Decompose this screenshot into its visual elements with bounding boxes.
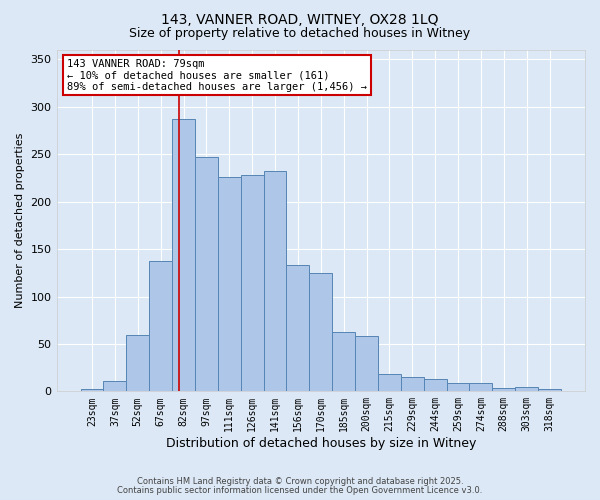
Bar xyxy=(241,175,263,392)
Bar xyxy=(378,374,401,392)
Bar xyxy=(355,336,378,392)
Bar xyxy=(424,379,446,392)
Bar xyxy=(493,388,515,392)
Bar xyxy=(172,119,195,392)
Bar xyxy=(80,390,103,392)
Bar xyxy=(446,383,469,392)
Bar xyxy=(218,177,241,392)
Bar xyxy=(469,383,493,392)
Y-axis label: Number of detached properties: Number of detached properties xyxy=(15,133,25,308)
Bar xyxy=(515,386,538,392)
Bar xyxy=(286,265,310,392)
Bar xyxy=(310,273,332,392)
Text: Contains HM Land Registry data © Crown copyright and database right 2025.: Contains HM Land Registry data © Crown c… xyxy=(137,477,463,486)
Bar xyxy=(195,157,218,392)
Bar xyxy=(149,262,172,392)
Bar xyxy=(401,377,424,392)
Bar xyxy=(263,172,286,392)
Bar xyxy=(103,381,127,392)
X-axis label: Distribution of detached houses by size in Witney: Distribution of detached houses by size … xyxy=(166,437,476,450)
Text: Contains public sector information licensed under the Open Government Licence v3: Contains public sector information licen… xyxy=(118,486,482,495)
Bar xyxy=(127,336,149,392)
Bar xyxy=(332,332,355,392)
Text: 143 VANNER ROAD: 79sqm
← 10% of detached houses are smaller (161)
89% of semi-de: 143 VANNER ROAD: 79sqm ← 10% of detached… xyxy=(67,58,367,92)
Text: 143, VANNER ROAD, WITNEY, OX28 1LQ: 143, VANNER ROAD, WITNEY, OX28 1LQ xyxy=(161,12,439,26)
Bar xyxy=(538,390,561,392)
Text: Size of property relative to detached houses in Witney: Size of property relative to detached ho… xyxy=(130,28,470,40)
